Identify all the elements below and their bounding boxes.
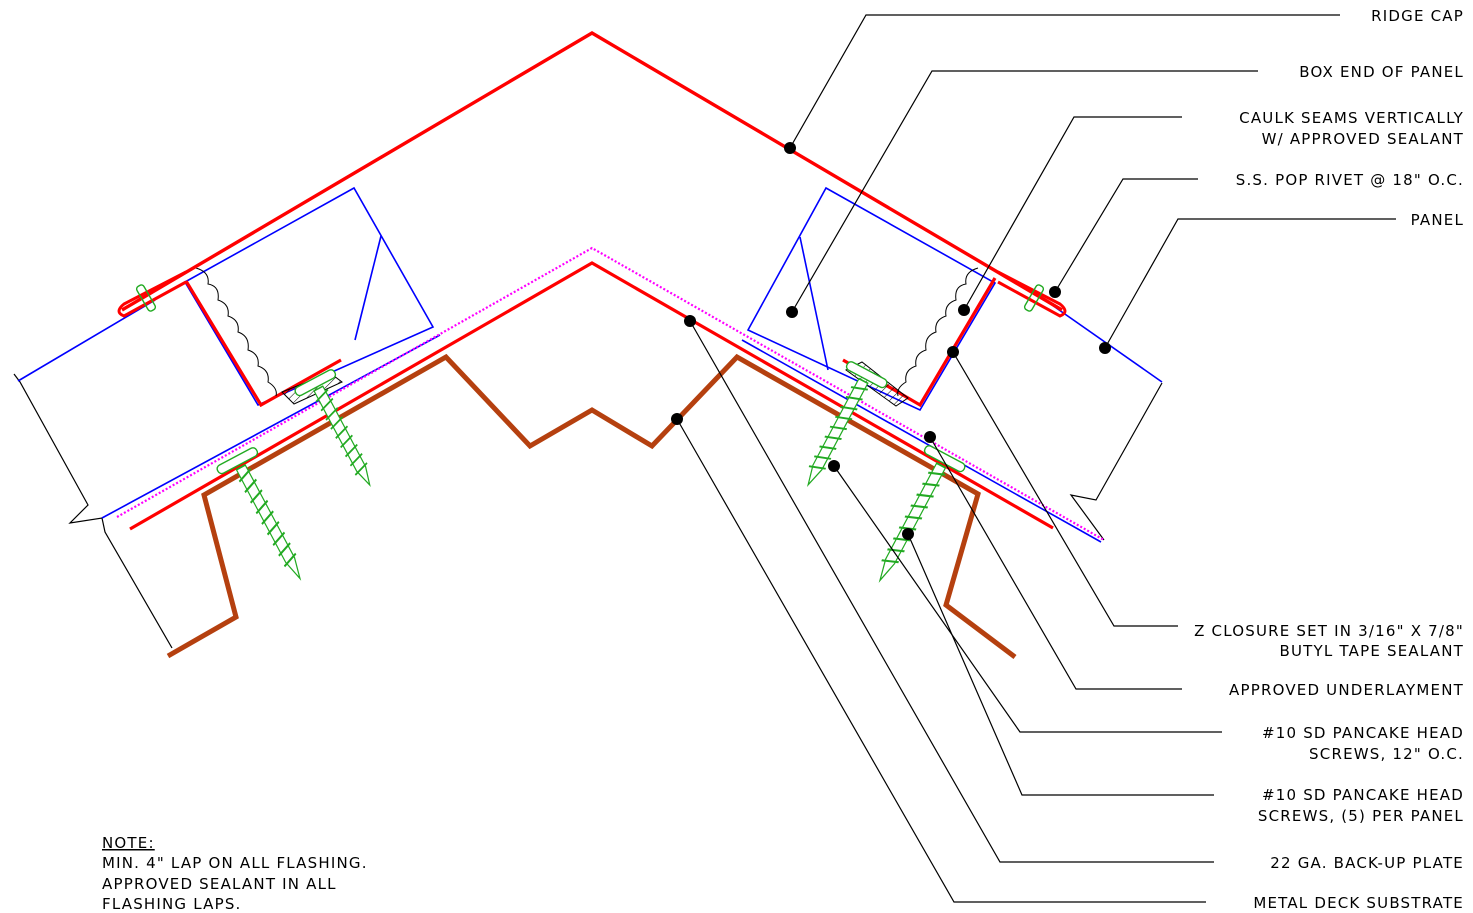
note-heading: NOTE: (102, 834, 155, 852)
pop-rivet-left (135, 284, 157, 312)
label-z-closure-2: BUTYL TAPE SEALANT (1280, 642, 1464, 660)
label-box-end: BOX END OF PANEL (1299, 63, 1464, 81)
label-metal-deck: METAL DECK SUBSTRATE (1253, 894, 1464, 912)
screw-right-lower (871, 445, 966, 586)
leader-metal-deck (676, 418, 1206, 903)
leader-underlayment (929, 436, 1182, 690)
leader-caulk (963, 116, 1182, 311)
screw-right-upper (800, 361, 888, 490)
caulk-seam-right (897, 267, 979, 397)
leader-screws-12 (833, 465, 1222, 733)
underlayment-line (116, 246, 1105, 541)
label-screws12-2: SCREWS, 12" O.C. (1309, 745, 1464, 763)
label-pop-rivet: S.S. POP RIVET @ 18" O.C. (1236, 171, 1464, 189)
label-screws5-2: SCREWS, (5) PER PANEL (1258, 807, 1464, 825)
ridge-cap-hem-left (117, 270, 187, 318)
note-line-1: MIN. 4" LAP ON ALL FLASHING. (102, 854, 368, 872)
pop-rivet-right (1023, 284, 1045, 312)
caulk-seam-left (195, 267, 277, 397)
metal-deck-substrate (166, 353, 1017, 659)
leader-lines (676, 14, 1396, 903)
label-ridge-cap: RIDGE CAP (1371, 7, 1464, 25)
backup-plate (129, 261, 1054, 531)
screw-left-lower (216, 447, 309, 584)
label-z-closure-1: Z CLOSURE SET IN 3/16" X 7/8" (1194, 622, 1464, 640)
note-line-3: FLASHING LAPS. (102, 895, 242, 913)
label-backup-plate: 22 GA. BACK-UP PLATE (1270, 854, 1464, 872)
note-line-2: APPROVED SEALANT IN ALL (102, 875, 337, 893)
label-panel: PANEL (1411, 211, 1464, 229)
leader-ridge-cap (789, 14, 1340, 149)
leader-backup-plate (689, 320, 1214, 863)
leader-z-closure (952, 351, 1178, 627)
ridge-cap-hem-right (997, 270, 1067, 318)
leader-pop-rivet (1054, 178, 1198, 293)
label-caulk-2: W/ APPROVED SEALANT (1262, 130, 1464, 148)
panel-left (17, 186, 441, 519)
z-closure-left (184, 280, 342, 408)
ridge-cap (121, 31, 1063, 312)
label-screws5-1: #10 SD PANCAKE HEAD (1262, 786, 1464, 804)
panel-cut-outline-right (1069, 382, 1163, 541)
note-block: NOTE: MIN. 4" LAP ON ALL FLASHING. APPRO… (102, 834, 368, 913)
leader-panel (1104, 218, 1396, 349)
leader-screws-5 (907, 533, 1214, 796)
panel-right (741, 186, 1163, 543)
leader-dots (671, 142, 1111, 540)
label-underlayment: APPROVED UNDERLAYMENT (1229, 681, 1464, 699)
leader-box-end (791, 70, 1258, 313)
panel-cut-outline-left (13, 373, 173, 649)
screw-left-upper (294, 369, 378, 490)
label-caulk-1: CAULK SEAMS VERTICALLY (1239, 109, 1464, 127)
label-screws12-1: #10 SD PANCAKE HEAD (1262, 724, 1464, 742)
callout-labels: RIDGE CAP BOX END OF PANEL CAULK SEAMS V… (1194, 7, 1464, 912)
